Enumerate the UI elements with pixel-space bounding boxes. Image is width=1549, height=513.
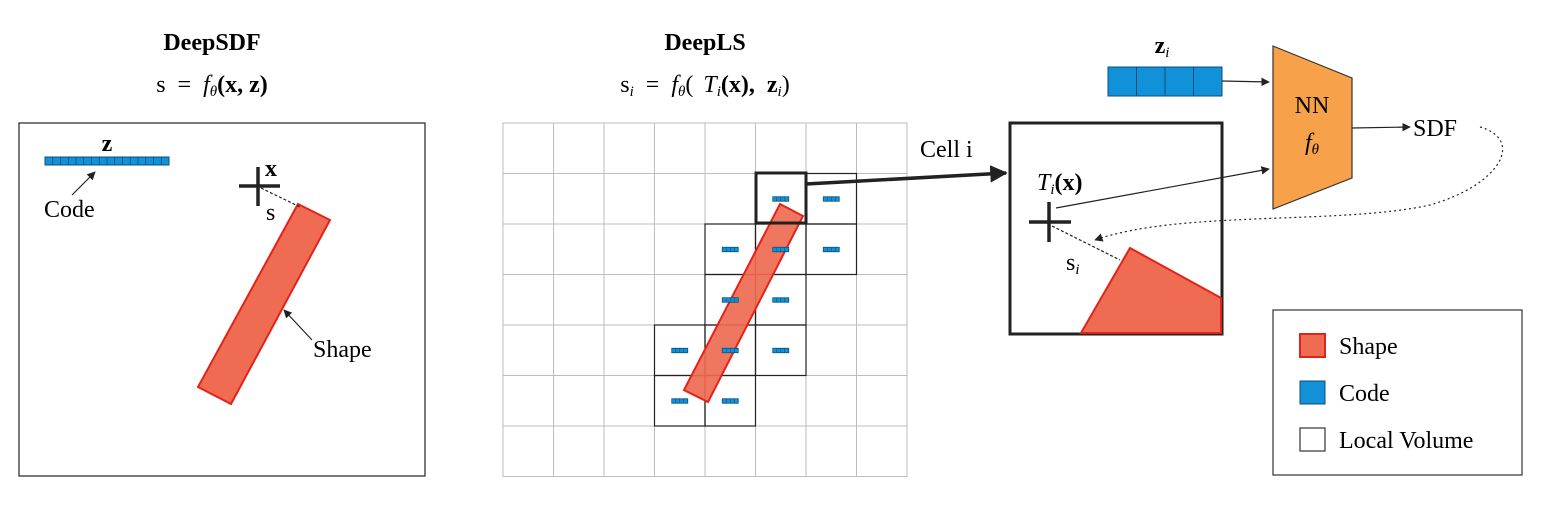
local-code-cell: [1164, 66, 1194, 97]
shape-pointer-arrow: [283, 309, 313, 341]
legend: Shape Code Local Volume: [1272, 309, 1523, 476]
legend-item-local-volume: Local Volume: [1299, 427, 1473, 454]
global-code-symbol: z: [102, 131, 113, 157]
local-query-point-marker: [1029, 202, 1071, 242]
cell-code-vector: [772, 196, 790, 202]
cell-code-vector: [772, 297, 790, 303]
cell-code-vector: [721, 398, 739, 404]
local-code-vectors: [671, 196, 840, 404]
cell-code-vector: [671, 398, 689, 404]
legend-item-shape: Shape: [1299, 333, 1398, 360]
legend-label-code: Code: [1339, 381, 1390, 407]
cell-code-vector: [822, 246, 840, 253]
nn-function-label: fθ: [1305, 130, 1320, 158]
cell-code-vector: [671, 347, 689, 354]
deepls-shape: [682, 202, 805, 404]
local-code-cell: [1193, 66, 1223, 97]
local-code-cell: [1136, 66, 1166, 97]
deepsdf-shape: [196, 202, 332, 406]
deepsdf-panel: DeepSDF s = fθ(x, z) z Code x s Shape: [18, 30, 426, 477]
local-distance-line: [1051, 225, 1121, 261]
nn-to-sdf-arrow: [1351, 122, 1411, 132]
nn-label: NN: [1295, 93, 1330, 119]
neural-network-block: [1272, 45, 1353, 210]
legend-swatch-code: [1299, 380, 1326, 405]
cell-code-vector: [772, 246, 790, 253]
deepsdf-volume-box: [18, 122, 426, 477]
code-pointer-arrow: [71, 171, 96, 196]
selected-cell-i: [754, 171, 808, 225]
deepls-title: DeepLS: [664, 30, 745, 56]
deepls-formula: si = fθ( Ti(x), zi): [620, 72, 789, 102]
cell-code-vector: [822, 196, 840, 202]
legend-label-shape: Shape: [1339, 334, 1398, 360]
legend-swatch-shape: [1299, 333, 1326, 358]
local-volume-cell: [805, 223, 858, 276]
deepsdf-distance-label: s: [266, 200, 275, 226]
cell-code-vector: [721, 347, 739, 354]
deepsdf-title: DeepSDF: [163, 30, 260, 56]
deepsdf-formula: s = fθ(x, z): [156, 72, 268, 100]
transform-to-nn-arrow: [1055, 166, 1270, 209]
sdf-output-label: SDF: [1413, 116, 1457, 142]
cell-code-vector: [721, 297, 739, 303]
cell-code-vector: [721, 246, 739, 253]
code-to-nn-arrow: [1221, 77, 1270, 87]
cell-code-vector: [772, 347, 790, 354]
local-volume-cell: [754, 324, 807, 377]
local-code-vector: [1107, 66, 1223, 97]
deepsdf-query-point-marker: [239, 167, 280, 206]
deepsdf-point-label: x: [265, 156, 277, 182]
cell-detail-panel: Cell i Ti(x) si zi NN fθ SDF: [920, 33, 1504, 336]
code-label: Code: [44, 197, 95, 223]
local-shape-part: [1079, 246, 1222, 334]
cell-label: Cell i: [920, 137, 973, 163]
local-code-cell: [1107, 66, 1137, 97]
local-transform-label: Ti(x): [1037, 170, 1083, 198]
deepls-panel: DeepLS si = fθ( Ti(x), zi): [502, 30, 1008, 477]
legend-swatch-local-volume: [1299, 427, 1326, 452]
deepsdf-shape-label: Shape: [313, 337, 372, 363]
local-distance-label: si: [1066, 250, 1080, 278]
legend-item-code: Code: [1299, 380, 1390, 407]
global-code-vector: [44, 156, 170, 166]
sdf-feedback-arrow: [1094, 126, 1504, 242]
cell-zoom-arrow: [805, 165, 1008, 186]
deepsdf-distance-line: [260, 187, 301, 208]
legend-label-local-volume: Local Volume: [1339, 428, 1473, 454]
local-code-symbol-label: zi: [1155, 33, 1170, 61]
